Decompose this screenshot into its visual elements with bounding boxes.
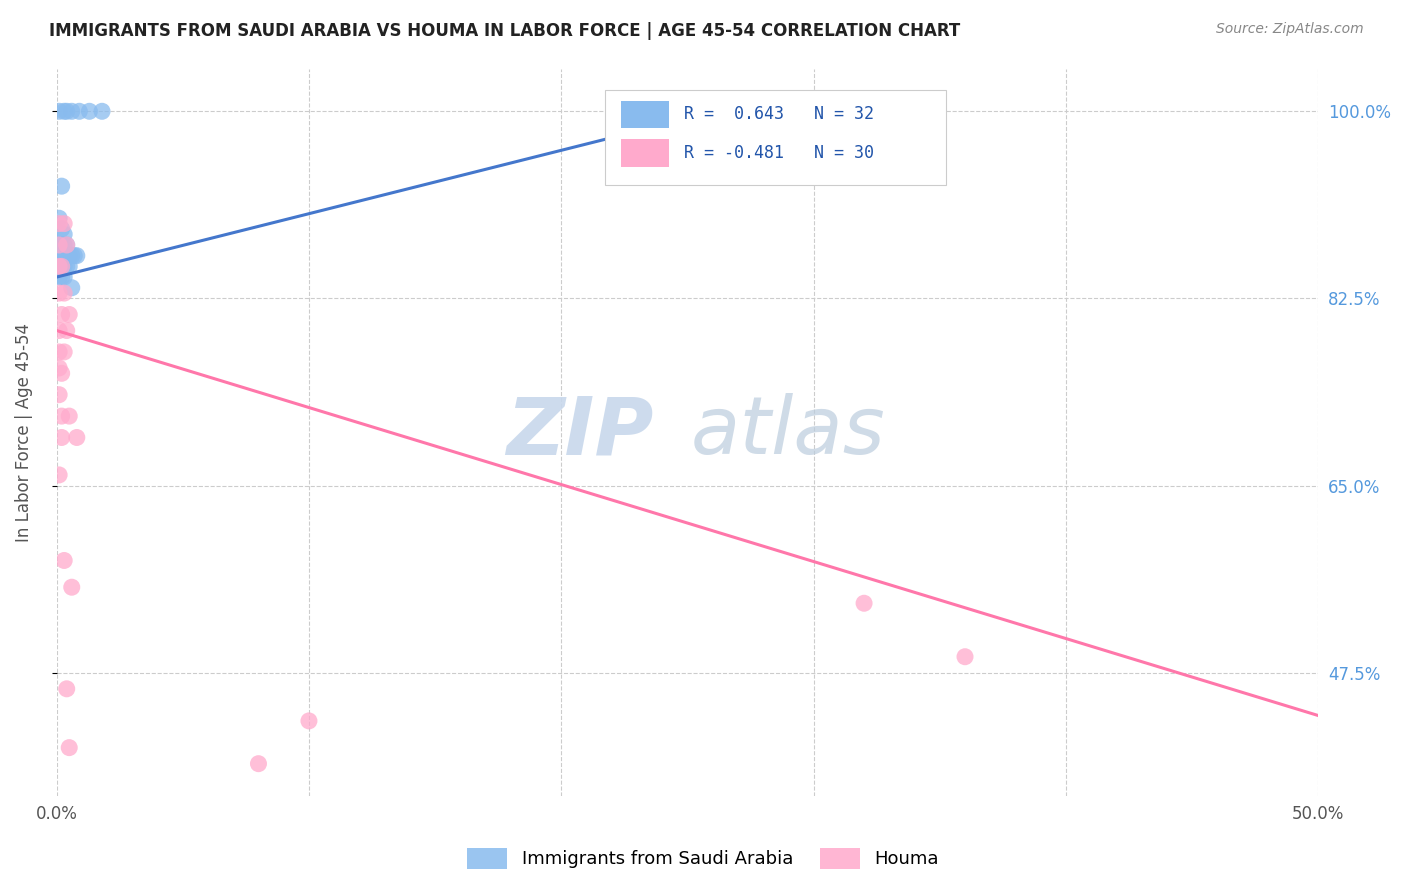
- Point: [63, 249, 86, 263]
- Point: [48, 387, 70, 401]
- Point: [48, 238, 70, 252]
- Point: [51, 367, 73, 381]
- Point: [53, 227, 76, 242]
- FancyBboxPatch shape: [620, 101, 668, 128]
- Point: [48, 211, 70, 226]
- Point: [48, 345, 70, 359]
- Point: [51, 179, 73, 194]
- Point: [51, 238, 73, 252]
- Point: [51, 270, 73, 285]
- Point: [60, 249, 83, 263]
- Point: [853, 596, 876, 610]
- FancyBboxPatch shape: [620, 139, 668, 167]
- Point: [53, 104, 76, 119]
- Point: [53, 217, 76, 231]
- Point: [51, 249, 73, 263]
- Point: [51, 222, 73, 236]
- Point: [66, 249, 89, 263]
- FancyBboxPatch shape: [606, 90, 946, 185]
- Point: [55, 238, 77, 252]
- Point: [51, 430, 73, 444]
- Text: IMMIGRANTS FROM SAUDI ARABIA VS HOUMA IN LABOR FORCE | AGE 45-54 CORRELATION CHA: IMMIGRANTS FROM SAUDI ARABIA VS HOUMA IN…: [49, 22, 960, 40]
- Point: [51, 409, 73, 423]
- Point: [53, 286, 76, 301]
- Point: [60, 580, 83, 594]
- Point: [51, 260, 73, 274]
- Point: [55, 260, 77, 274]
- Point: [58, 409, 80, 423]
- Point: [53, 270, 76, 285]
- Point: [66, 430, 89, 444]
- Text: Source: ZipAtlas.com: Source: ZipAtlas.com: [1216, 22, 1364, 37]
- Point: [48, 260, 70, 274]
- Point: [58, 308, 80, 322]
- Point: [55, 324, 77, 338]
- Point: [67, 104, 90, 119]
- Point: [953, 649, 976, 664]
- Point: [60, 281, 83, 295]
- Point: [48, 286, 70, 301]
- Point: [51, 260, 73, 274]
- Text: atlas: atlas: [690, 393, 886, 471]
- Point: [58, 249, 80, 263]
- Point: [60, 104, 83, 119]
- Text: ZIP: ZIP: [506, 393, 654, 471]
- Point: [53, 553, 76, 567]
- Point: [48, 361, 70, 376]
- Point: [48, 260, 70, 274]
- Point: [55, 104, 77, 119]
- Y-axis label: In Labor Force | Age 45-54: In Labor Force | Age 45-54: [15, 323, 32, 541]
- Point: [298, 714, 321, 728]
- Point: [48, 217, 70, 231]
- Point: [48, 467, 70, 482]
- Text: R =  0.643   N = 32: R = 0.643 N = 32: [683, 105, 873, 123]
- Point: [48, 270, 70, 285]
- Point: [247, 756, 270, 771]
- Point: [53, 238, 76, 252]
- Point: [51, 308, 73, 322]
- Point: [48, 238, 70, 252]
- Point: [48, 324, 70, 338]
- Point: [55, 249, 77, 263]
- Point: [58, 260, 80, 274]
- Point: [53, 345, 76, 359]
- Point: [53, 260, 76, 274]
- Point: [55, 681, 77, 696]
- Point: [91, 104, 114, 119]
- Text: R = -0.481   N = 30: R = -0.481 N = 30: [683, 144, 873, 161]
- Point: [53, 249, 76, 263]
- Point: [55, 238, 77, 252]
- Point: [48, 249, 70, 263]
- Point: [79, 104, 101, 119]
- Point: [58, 740, 80, 755]
- Point: [48, 104, 70, 119]
- Legend: Immigrants from Saudi Arabia, Houma: Immigrants from Saudi Arabia, Houma: [460, 840, 946, 876]
